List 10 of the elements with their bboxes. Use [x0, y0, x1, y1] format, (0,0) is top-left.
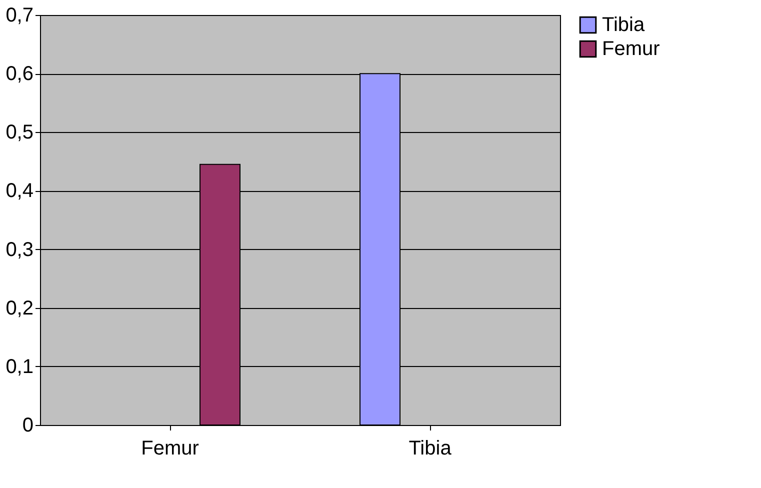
y-tick-label: 0,4	[6, 180, 34, 202]
y-tick-label: 0,7	[6, 4, 34, 26]
legend-label: Tibia	[602, 14, 646, 36]
legend-label: Femur	[602, 38, 660, 60]
y-tick-label: 0,5	[6, 122, 34, 144]
y-tick-label: 0,6	[6, 63, 34, 86]
y-tick-label: 0	[22, 414, 34, 436]
y-tick-label: 0,1	[6, 356, 34, 378]
y-tick-label: 0,3	[6, 238, 34, 261]
y-tick-label: 0,2	[6, 297, 34, 320]
